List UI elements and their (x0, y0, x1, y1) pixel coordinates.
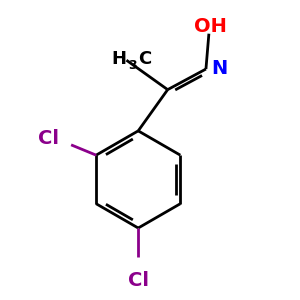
Text: OH: OH (194, 17, 227, 36)
Text: N: N (211, 58, 227, 78)
Text: Cl: Cl (38, 130, 59, 148)
Text: 3: 3 (128, 59, 136, 72)
Text: Cl: Cl (128, 271, 149, 290)
Text: H: H (111, 50, 126, 68)
Text: C: C (138, 50, 151, 68)
